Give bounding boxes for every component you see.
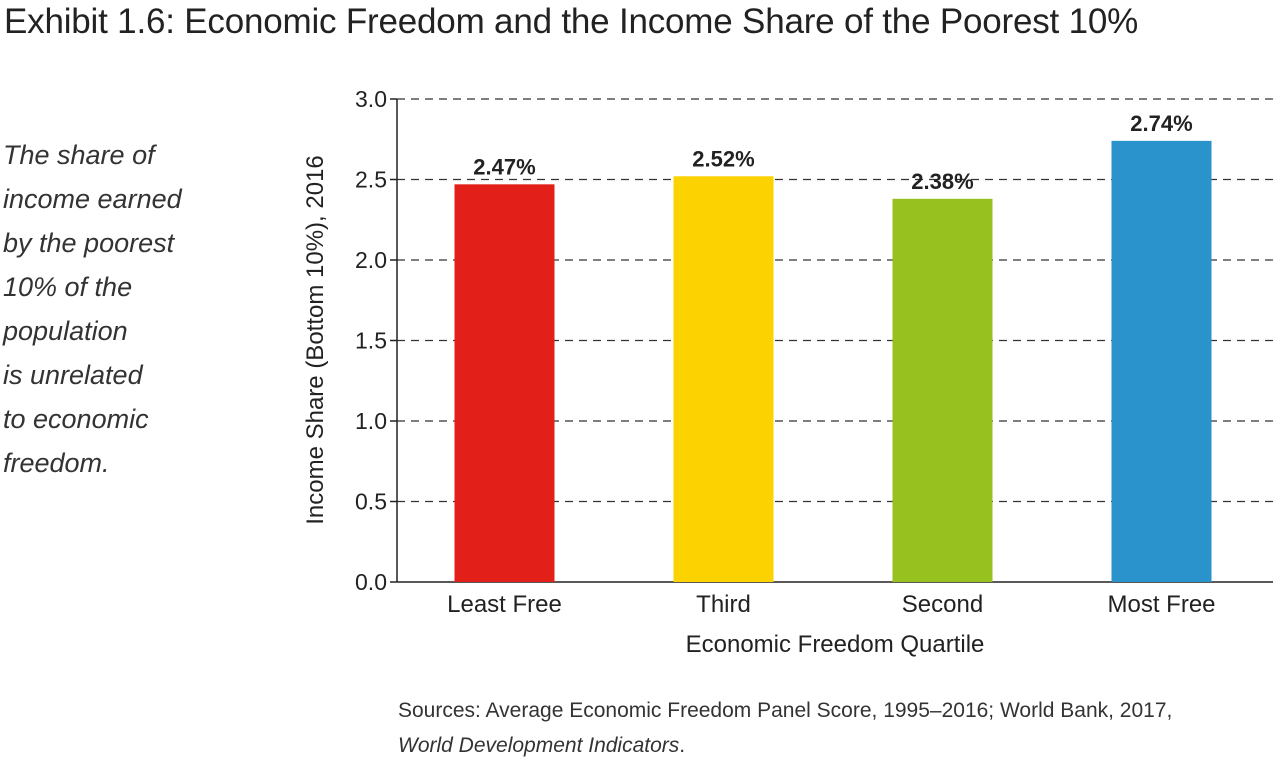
y-tick-label: 1.0 [355,408,387,434]
side-note-line: by the poorest [3,228,175,258]
side-note-line: freedom. [3,448,110,478]
sources-note: Sources: Average Economic Freedom Panel … [398,693,1172,763]
data-label: 2.47% [473,154,535,179]
side-note-line: 10% of the [3,272,133,302]
data-label: 2.38% [911,169,973,194]
side-note-line: population [3,316,128,346]
bar-least-free [454,184,555,582]
data-label: 2.74% [1130,111,1192,136]
y-axis-label: Income Share (Bottom 10%), 2016 [302,155,329,525]
sources-line-1: Sources: Average Economic Freedom Panel … [398,699,1173,722]
y-tick-label: 3.0 [355,86,387,112]
sources-end: . [679,734,686,757]
chart-title: Exhibit 1.6: Economic Freedom and the In… [4,2,1139,41]
x-tick-label: Third [696,591,751,618]
y-tick-label: 0.0 [355,569,387,595]
x-axis-label: Economic Freedom Quartile [686,631,985,658]
data-label: 2.52% [692,146,754,171]
sources-line-2: World Development Indicators. [398,728,1172,763]
sources-title: World Development Indicators [398,734,680,757]
x-tick-label: Second [902,591,983,618]
bar-third [673,176,774,582]
side-note-line: is unrelated [3,360,143,390]
bar-most-free [1111,140,1212,583]
side-note-line: The share of [3,140,155,170]
side-note: The share of income earned by the poorest 1… [3,133,182,485]
side-note-line: income earned [3,184,182,214]
y-tick-label: 2.5 [355,167,387,193]
y-tick-label: 0.5 [355,489,387,515]
x-tick-label: Least Free [447,591,562,618]
bar-second [892,198,993,582]
side-note-line: to economic [3,404,149,434]
x-tick-label: Most Free [1107,591,1215,618]
y-tick-label: 1.5 [355,328,387,354]
y-tick-label: 2.0 [355,247,387,273]
